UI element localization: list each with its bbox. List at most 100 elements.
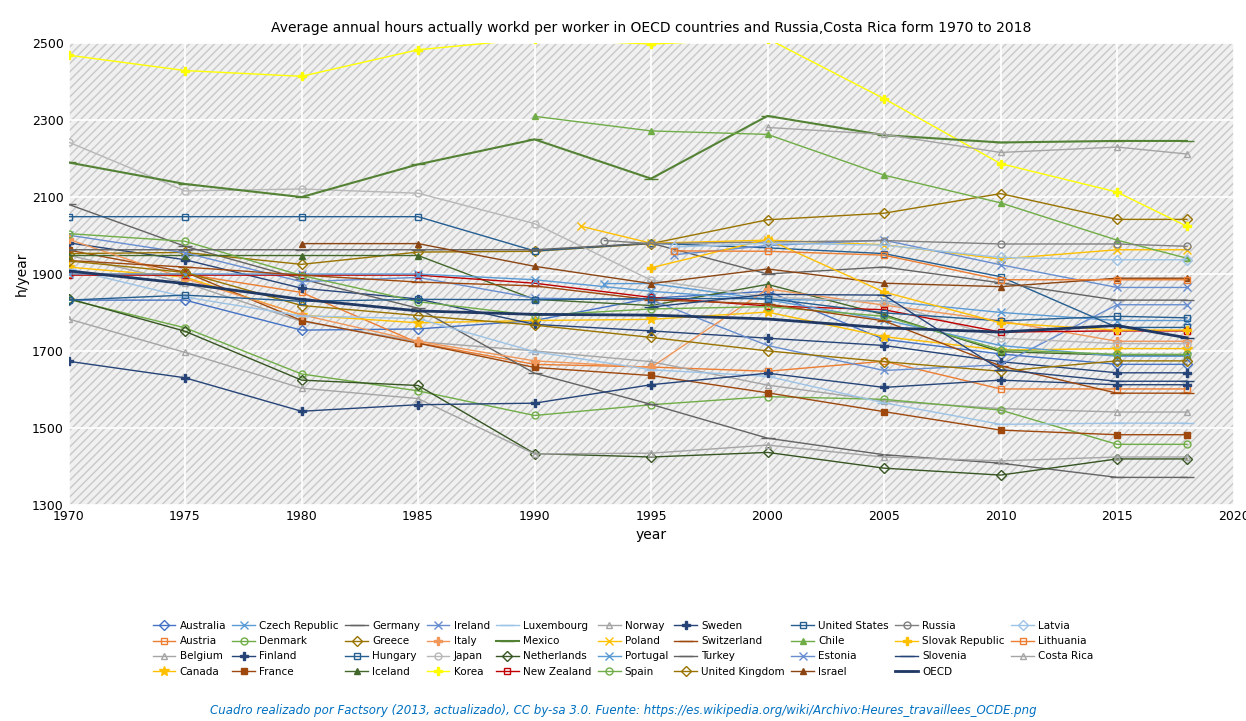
Israel <box>527 262 542 270</box>
France <box>61 246 76 255</box>
Korea <box>177 66 192 75</box>
Netherlands <box>1109 455 1124 464</box>
Israel <box>294 239 309 248</box>
Australia <box>1180 360 1195 368</box>
Turkey <box>410 245 425 254</box>
Greece <box>876 209 891 218</box>
Belgium <box>177 278 192 287</box>
New Zealand <box>643 293 658 302</box>
Israel <box>1180 274 1195 283</box>
Mexico <box>294 193 309 201</box>
Iceland <box>177 251 192 260</box>
Spain <box>177 237 192 246</box>
Finland <box>993 358 1008 366</box>
Mexico <box>177 180 192 188</box>
Mexico <box>527 135 542 143</box>
Germany <box>177 242 192 251</box>
Switzerland <box>294 271 309 280</box>
Ireland <box>876 366 891 375</box>
Norway <box>177 348 192 357</box>
Sweden <box>643 381 658 389</box>
Russia <box>993 239 1008 248</box>
Korea <box>876 94 891 103</box>
United States <box>876 309 891 317</box>
Netherlands <box>527 449 542 458</box>
Sweden <box>527 399 542 407</box>
Line: Mexico: Mexico <box>61 109 1194 204</box>
United Kingdom <box>410 311 425 320</box>
Line: Ireland: Ireland <box>65 231 1191 375</box>
Poland <box>643 239 658 247</box>
Mexico <box>410 160 425 169</box>
Portugal <box>410 270 425 278</box>
Belgium <box>993 404 1008 413</box>
France <box>410 339 425 348</box>
Iceland <box>643 301 658 310</box>
Greece <box>993 190 1008 198</box>
New Zealand <box>177 271 192 280</box>
Turkey <box>294 245 309 254</box>
Norway <box>61 314 76 323</box>
Turkey <box>1109 296 1124 304</box>
Canada <box>760 308 775 317</box>
Canada <box>294 311 309 319</box>
Germany <box>527 369 542 378</box>
Finland <box>61 239 76 247</box>
Germany <box>643 400 658 409</box>
Italy <box>760 285 775 293</box>
Norway <box>410 394 425 403</box>
United Kingdom <box>1180 357 1195 366</box>
Line: Turkey: Turkey <box>61 236 1194 307</box>
Norway <box>993 456 1008 465</box>
Canada <box>527 317 542 325</box>
Latvia <box>1180 255 1195 264</box>
Sweden <box>410 400 425 409</box>
Line: United States: United States <box>65 292 1190 324</box>
Finland <box>294 284 309 293</box>
OECD <box>177 279 192 288</box>
Greece <box>527 247 542 256</box>
Greece <box>177 248 192 257</box>
Greece <box>760 216 775 224</box>
Line: France: France <box>65 247 1190 438</box>
Denmark <box>760 392 775 401</box>
Iceland <box>760 280 775 288</box>
Estonia <box>1109 283 1124 292</box>
Austria <box>410 338 425 347</box>
Norway <box>294 384 309 392</box>
Latvia <box>876 241 891 249</box>
Germany <box>760 434 775 443</box>
New Zealand <box>760 301 775 310</box>
Lithuania <box>760 247 775 256</box>
Austria <box>177 270 192 278</box>
Czech Republic <box>760 295 775 304</box>
Turkey <box>1180 296 1195 304</box>
OECD <box>294 295 309 304</box>
Chile <box>1180 254 1195 262</box>
Italy <box>527 357 542 366</box>
Australia <box>294 326 309 335</box>
Sweden <box>61 357 76 366</box>
France <box>294 317 309 325</box>
Line: Japan: Japan <box>65 138 1190 347</box>
Russia <box>1109 239 1124 248</box>
Costa Rica <box>876 130 891 138</box>
Luxembourg <box>760 372 775 381</box>
Slovenia <box>993 366 1008 374</box>
Latvia <box>760 239 775 247</box>
Norway <box>876 453 891 461</box>
Russia <box>643 239 658 248</box>
Austria <box>1109 384 1124 393</box>
Ireland <box>1109 301 1124 309</box>
Mexico <box>643 174 658 183</box>
Switzerland <box>643 296 658 304</box>
OECD <box>643 311 658 319</box>
Sweden <box>760 369 775 378</box>
Sweden <box>1109 381 1124 389</box>
Line: Netherlands: Netherlands <box>65 295 1190 479</box>
Israel <box>643 279 658 288</box>
Hungary <box>410 213 425 221</box>
OECD <box>1180 334 1195 342</box>
Line: Australia: Australia <box>65 288 1190 368</box>
Belgium <box>1180 407 1195 416</box>
